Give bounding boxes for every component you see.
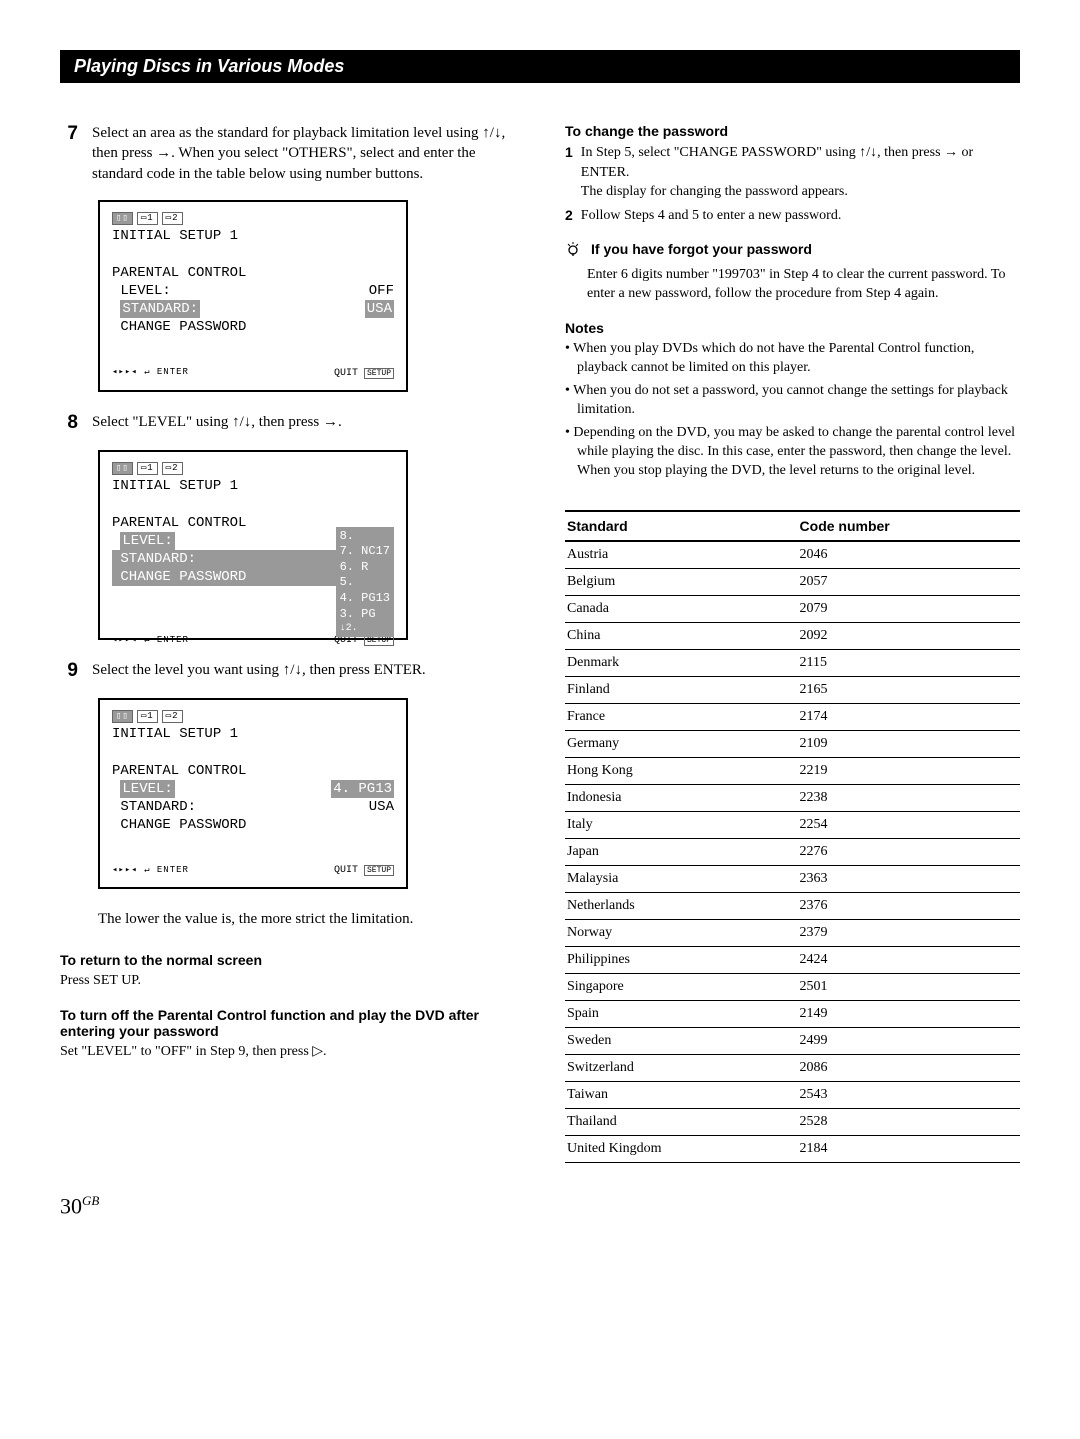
standard-label: STANDARD: [120, 551, 196, 567]
sub-heading: To turn off the Parental Control functio… [60, 1007, 515, 1039]
table-row: Switzerland2086 [565, 1055, 1020, 1082]
table-row: Philippines2424 [565, 947, 1020, 974]
setup-btn: SETUP [364, 368, 394, 379]
tip-body: Enter 6 digits number "199703" in Step 4… [565, 266, 1020, 304]
change-password: CHANGE PASSWORD [120, 569, 246, 585]
table-row: Belgium2057 [565, 569, 1020, 596]
sub-heading: To return to the normal screen [60, 952, 515, 968]
notes-head: Notes [565, 320, 1020, 336]
level-label: LEVEL: [120, 283, 170, 299]
sub-body: Press SET UP. [60, 972, 515, 991]
note-item: • Depending on the DVD, you may be asked… [565, 424, 1020, 481]
quit-label: QUIT [334, 368, 358, 379]
standard-label: STANDARD: [120, 799, 196, 815]
quit-label: QUIT [334, 865, 358, 876]
standard-value-hl: USA [365, 300, 394, 318]
screen-section: PARENTAL CONTROL [112, 762, 394, 780]
table-row: Finland2165 [565, 677, 1020, 704]
standard-label-hl: STANDARD: [120, 300, 200, 318]
list-text: Follow Steps 4 and 5 to enter a new pass… [581, 206, 842, 226]
table-row: United Kingdom2184 [565, 1136, 1020, 1163]
table-row: Malaysia2363 [565, 866, 1020, 893]
sub-body: Set "LEVEL" to "OFF" in Step 9, then pre… [60, 1043, 515, 1062]
standard-value: USA [369, 798, 394, 816]
level-label-hl: LEVEL: [120, 780, 174, 798]
table-row: Singapore2501 [565, 974, 1020, 1001]
step-8: 8 Select "LEVEL" using ↑/↓, then press →… [60, 412, 515, 434]
screen-title: INITIAL SETUP 1 [112, 477, 394, 495]
table-row: Hong Kong2219 [565, 758, 1020, 785]
screen-2: ▯▯▭1▭2 INITIAL SETUP 1 PARENTAL CONTROL … [98, 450, 408, 640]
screen-1: ▯▯▭1▭2 INITIAL SETUP 1 PARENTAL CONTROL … [98, 200, 408, 392]
setup-btn: SETUP [364, 865, 394, 876]
table-row: Indonesia2238 [565, 785, 1020, 812]
tip-head: If you have forgot your password [591, 241, 812, 257]
table-row: Denmark2115 [565, 650, 1020, 677]
step-number: 9 [60, 660, 78, 682]
table-row: China2092 [565, 623, 1020, 650]
level-dropdown: 8. 7. NC17 6. R 5. 4. PG13 3. PG ↓2. [336, 527, 394, 638]
table-row: France2174 [565, 704, 1020, 731]
note-item: • When you do not set a password, you ca… [565, 382, 1020, 420]
table-row: Germany2109 [565, 731, 1020, 758]
table-row: Norway2379 [565, 920, 1020, 947]
th-standard: Standard [565, 511, 798, 541]
table-row: Spain2149 [565, 1001, 1020, 1028]
change-password: CHANGE PASSWORD [120, 319, 246, 335]
list-text: The display for changing the password ap… [581, 184, 848, 199]
table-row: Japan2276 [565, 839, 1020, 866]
step-text: Select an area as the standard for playb… [92, 123, 515, 184]
tip-icon [565, 241, 581, 262]
page-number: 30GB [60, 1193, 1020, 1219]
left-column: 7 Select an area as the standard for pla… [60, 123, 515, 1163]
step-text: Select "LEVEL" using ↑/↓, then press →. [92, 412, 342, 434]
table-row: Canada2079 [565, 596, 1020, 623]
change-password: CHANGE PASSWORD [120, 817, 246, 833]
list-num: 1 [565, 143, 573, 202]
list-num: 2 [565, 206, 573, 226]
section-header: Playing Discs in Various Modes [60, 50, 1020, 83]
list-text: In Step 5, select "CHANGE PASSWORD" usin… [581, 145, 973, 180]
th-code: Code number [798, 511, 1020, 541]
level-label-hl: LEVEL: [120, 532, 174, 550]
screen-3: ▯▯▭1▭2 INITIAL SETUP 1 PARENTAL CONTROL … [98, 698, 408, 890]
step-number: 8 [60, 412, 78, 434]
table-row: Italy2254 [565, 812, 1020, 839]
level-value-hl: 4. PG13 [331, 780, 394, 798]
step-9: 9 Select the level you want using ↑/↓, t… [60, 660, 515, 682]
step-number: 7 [60, 123, 78, 184]
screen-title: INITIAL SETUP 1 [112, 725, 394, 743]
step-text: Select the level you want using ↑/↓, the… [92, 660, 426, 682]
table-row: Austria2046 [565, 541, 1020, 569]
lower-text: The lower the value is, the more strict … [98, 909, 515, 929]
note-item: • When you play DVDs which do not have t… [565, 340, 1020, 378]
table-row: Sweden2499 [565, 1028, 1020, 1055]
screen-section: PARENTAL CONTROL [112, 264, 394, 282]
table-row: Thailand2528 [565, 1109, 1020, 1136]
country-code-table: StandardCode number Austria2046Belgium20… [565, 510, 1020, 1163]
table-row: Netherlands2376 [565, 893, 1020, 920]
level-value: OFF [369, 282, 394, 300]
table-row: Taiwan2543 [565, 1082, 1020, 1109]
step-7: 7 Select an area as the standard for pla… [60, 123, 515, 184]
change-pw-head: To change the password [565, 123, 1020, 139]
right-column: To change the password 1In Step 5, selec… [565, 123, 1020, 1163]
screen-title: INITIAL SETUP 1 [112, 227, 394, 245]
